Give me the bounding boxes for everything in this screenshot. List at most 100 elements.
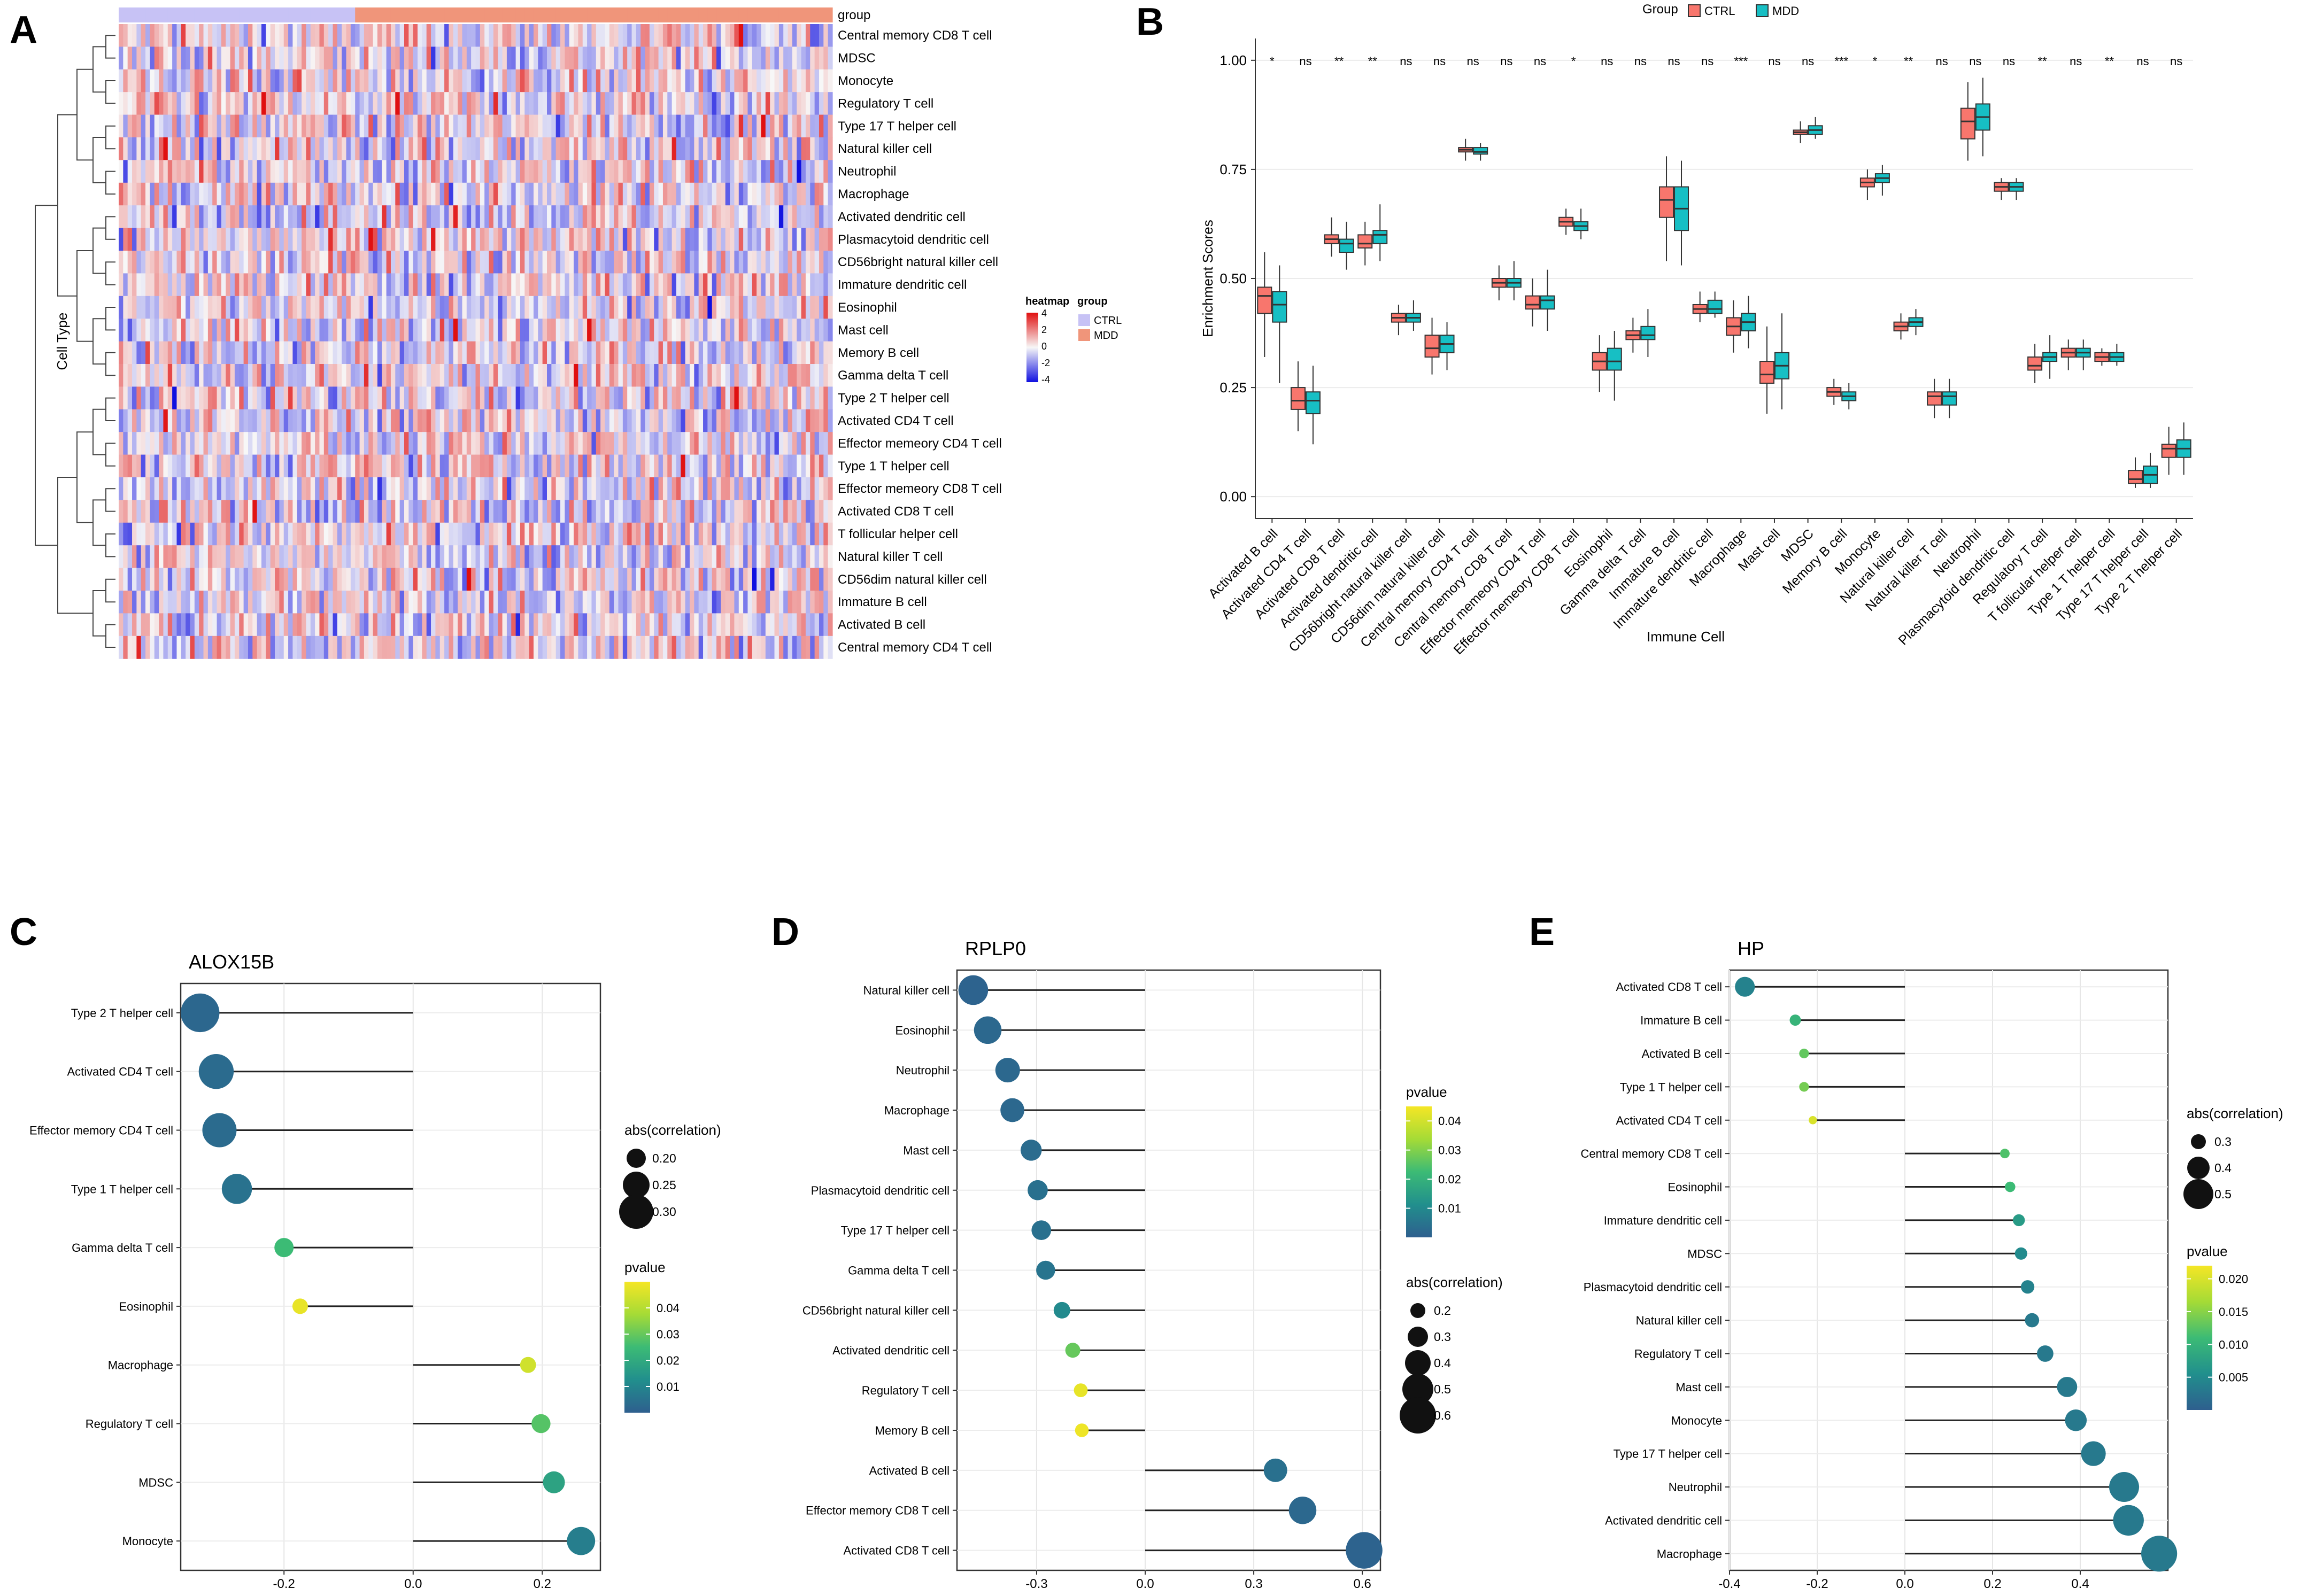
heatmap-cell: [471, 69, 476, 92]
heatmap-cell: [444, 522, 450, 546]
heatmap-cell: [810, 500, 815, 523]
heatmap-cell: [466, 69, 472, 92]
heatmap-cell: [587, 160, 592, 183]
heatmap-cell: [426, 24, 431, 47]
heatmap-cell: [279, 568, 284, 591]
heatmap-cell: [524, 205, 530, 229]
heatmap-cell: [239, 92, 244, 115]
heatmap-cell: [373, 273, 378, 297]
heatmap-cell: [176, 296, 182, 319]
heatmap-cell: [627, 454, 632, 478]
heatmap-cell: [439, 182, 445, 206]
heatmap-cell: [591, 69, 597, 92]
heatmap-cell: [524, 24, 530, 47]
heatmap-cell: [819, 319, 824, 342]
heatmap-cell: [765, 47, 770, 70]
heatmap-cell: [560, 341, 565, 365]
group-bar-cell: [685, 7, 690, 22]
heatmap-cell: [757, 500, 762, 523]
heatmap-cell: [574, 386, 579, 410]
heatmap-cell: [328, 568, 334, 591]
heatmap-cell: [364, 522, 369, 546]
heatmap-cell: [422, 341, 427, 365]
heatmap-cell: [154, 137, 159, 160]
heatmap-cell: [230, 92, 235, 115]
heatmap-cell: [159, 205, 164, 229]
heatmap-cell: [181, 228, 186, 251]
heatmap-cell: [778, 409, 784, 432]
heatmap-cell: [658, 454, 663, 478]
heatmap-cell: [783, 319, 789, 342]
heatmap-cell: [449, 92, 454, 115]
heatmap-cell: [605, 47, 610, 70]
heatmap-cell: [493, 24, 498, 47]
heatmap-cell: [542, 69, 547, 92]
heatmap-cell: [752, 205, 757, 229]
heatmap-cell: [694, 182, 699, 206]
heatmap-cell: [212, 591, 218, 614]
heatmap-cell: [230, 182, 235, 206]
heatmap-cell: [828, 454, 833, 478]
box-mdd: [1640, 326, 1656, 340]
heatmap-cell: [681, 24, 686, 47]
heatmap-legend-title: heatmap: [1025, 296, 1069, 307]
heatmap-cell: [310, 636, 315, 659]
heatmap-cell: [658, 522, 663, 546]
heatmap-cell: [524, 454, 530, 478]
heatmap-cell: [475, 47, 481, 70]
heatmap-cell: [502, 160, 507, 183]
heatmap-cell: [520, 69, 525, 92]
heatmap-cell: [819, 273, 824, 297]
heatmap-cell: [622, 228, 628, 251]
heatmap-cell: [212, 251, 218, 274]
heatmap-cell: [288, 386, 294, 410]
heatmap-cell: [199, 454, 204, 478]
heatmap-cell: [408, 432, 414, 455]
heatmap-cell: [547, 92, 552, 115]
heatmap-cell: [310, 251, 315, 274]
heatmap-cell: [212, 296, 218, 319]
heatmap-cell: [747, 386, 753, 410]
heatmap-cell: [498, 319, 503, 342]
heatmap-cell: [738, 182, 744, 206]
heatmap-cell: [752, 92, 757, 115]
heatmap-cell: [404, 477, 409, 500]
heatmap-cell: [805, 251, 810, 274]
heatmap-cell: [203, 636, 209, 659]
heatmap-cell: [618, 296, 623, 319]
heatmap-cell: [600, 228, 606, 251]
heatmap-cell: [449, 409, 454, 432]
heatmap-cell: [743, 477, 748, 500]
group-bar-cell: [292, 7, 298, 22]
heatmap-cell: [622, 24, 628, 47]
heatmap-cell: [458, 205, 463, 229]
heatmap-cell: [502, 137, 507, 160]
heatmap-cell: [404, 205, 409, 229]
heatmap-cell: [248, 545, 253, 569]
heatmap-cell: [774, 409, 779, 432]
heatmap-cell: [350, 477, 356, 500]
heatmap-cell: [422, 273, 427, 297]
heatmap-cell: [319, 522, 325, 546]
heatmap-cell: [355, 69, 360, 92]
heatmap-cell: [243, 205, 249, 229]
heatmap-cell: [136, 386, 142, 410]
heatmap-cell: [765, 160, 770, 183]
heatmap-cell: [792, 500, 797, 523]
heatmap-cell: [283, 228, 289, 251]
heatmap-cell: [364, 545, 369, 569]
group-bar-cell: [640, 7, 646, 22]
heatmap-cell: [810, 273, 815, 297]
heatmap-cell: [703, 591, 708, 614]
heatmap-cell: [132, 296, 137, 319]
heatmap-cell: [172, 114, 177, 138]
heatmap-cell: [574, 47, 579, 70]
heatmap-cell: [190, 432, 195, 455]
heatmap-cell: [662, 24, 668, 47]
heatmap-row-label: MDSC: [838, 51, 876, 66]
heatmap-cell: [810, 568, 815, 591]
heatmap-cell: [792, 114, 797, 138]
heatmap-cell: [614, 500, 619, 523]
heatmap-cell: [493, 341, 498, 365]
heatmap-cell: [462, 568, 467, 591]
